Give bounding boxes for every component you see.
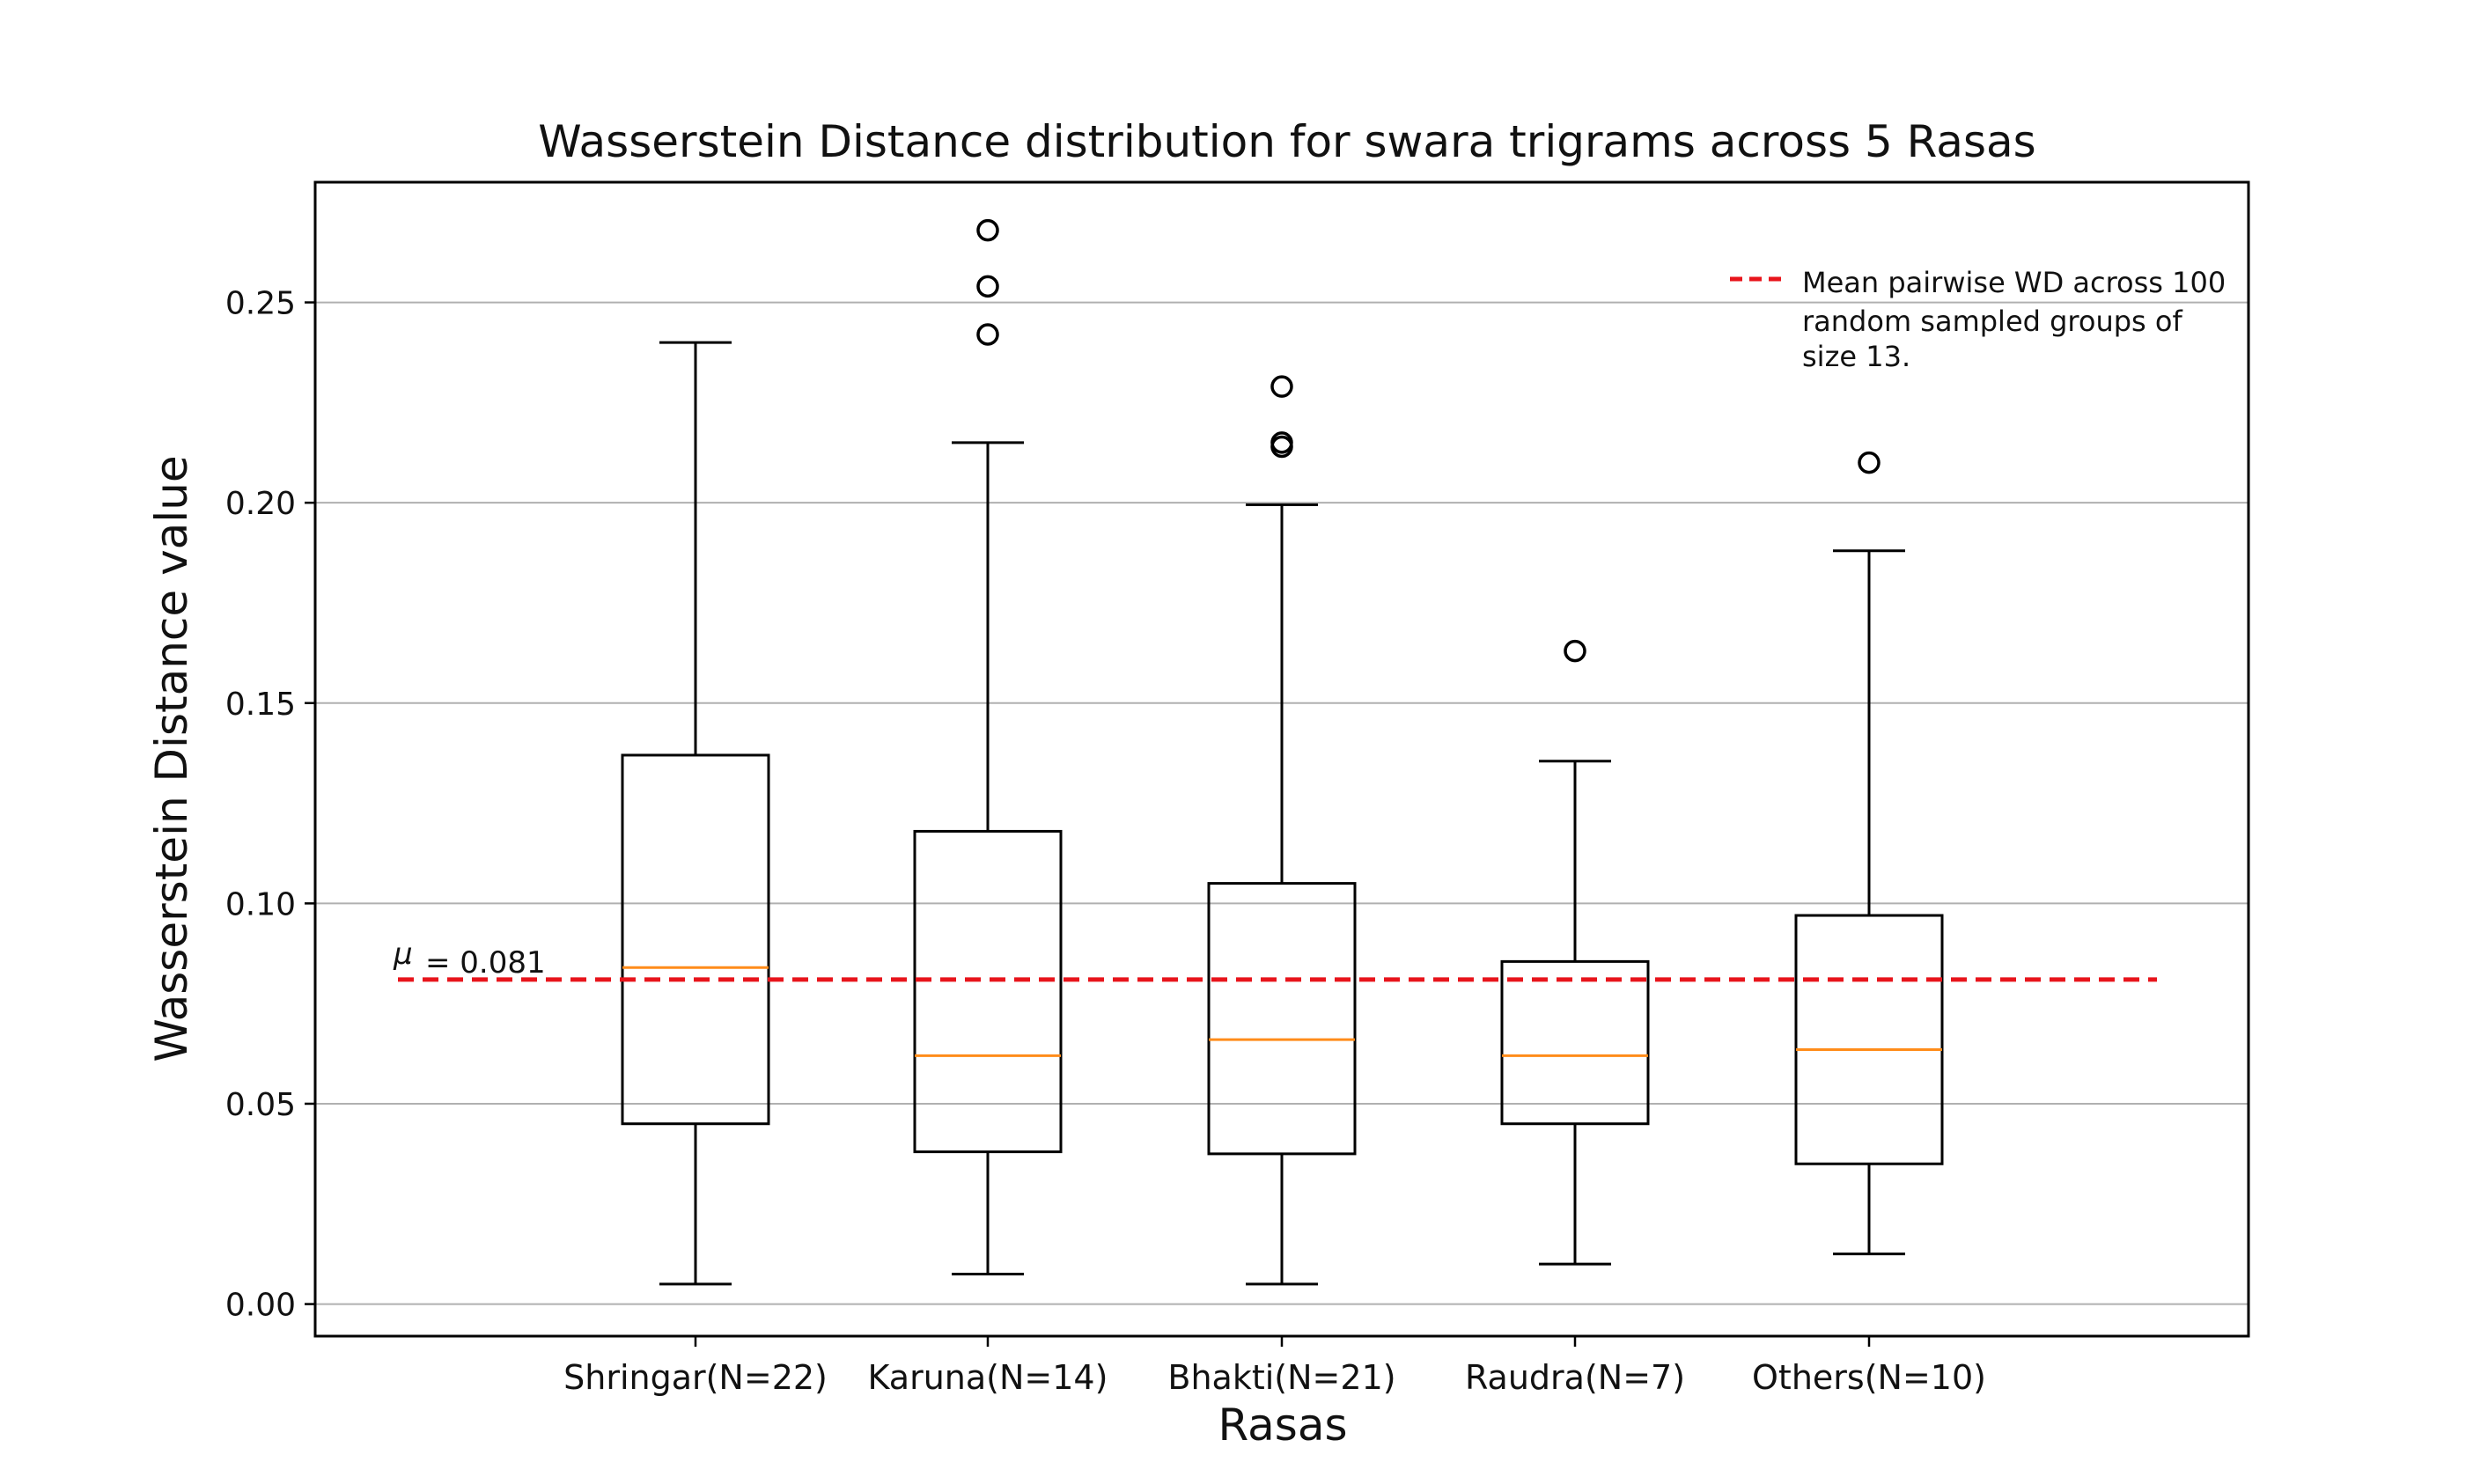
box-iqr [621, 753, 770, 1126]
outlier-point [1858, 451, 1881, 474]
box-iqr [1794, 914, 1944, 1165]
mean-value-label: = 0.081 [425, 945, 546, 981]
box-3 [1207, 375, 1357, 1286]
y-tick-label: 0.25 [225, 286, 296, 322]
mean-symbol: μ [393, 937, 413, 972]
x-axis-label: Rasas [1218, 1400, 1347, 1451]
legend-line-1: Mean pairwise WD across 100 [1802, 266, 2226, 299]
plot-frame [313, 180, 2250, 1338]
y-tick-label: 0.20 [225, 486, 296, 522]
outlier-point [976, 218, 999, 242]
x-tick-label: Shringar(N=22) [563, 1358, 828, 1397]
box-5 [1794, 451, 1944, 1256]
y-tick-label: 0.05 [225, 1087, 296, 1123]
chart-title: Wasserstein Distance distribution for sw… [538, 116, 2035, 167]
box-series [621, 218, 1944, 1286]
x-axis-ticks: Shringar(N=22) Karuna(N=14) Bhakti(N=21) Ra… [563, 1336, 1986, 1397]
outlier-point [976, 275, 999, 298]
x-tick-label: Raudra(N=7) [1465, 1358, 1685, 1397]
mean-reference: μ = 0.081 [393, 937, 2157, 982]
y-axis-label: Wasserstein Distance value [146, 455, 197, 1062]
x-tick-label: Karuna(N=14) [868, 1358, 1108, 1397]
box-4 [1500, 639, 1650, 1266]
box-iqr [1207, 882, 1357, 1156]
y-tick-label: 0.00 [225, 1288, 296, 1324]
x-tick-label: Bhakti(N=21) [1167, 1358, 1395, 1397]
outlier-point [1270, 375, 1293, 398]
box-iqr [1500, 959, 1650, 1126]
grid-lines [315, 301, 2249, 1305]
y-axis-ticks: 0.00 0.05 0.10 0.15 0.20 0.25 [225, 286, 315, 1324]
x-tick-label: Others(N=10) [1752, 1358, 1986, 1397]
box-1 [621, 341, 770, 1286]
legend-line-3: size 13. [1802, 340, 1910, 373]
box-2 [913, 218, 1063, 1275]
y-tick-label: 0.15 [225, 687, 296, 723]
legend-line-2: random sampled groups of [1802, 305, 2182, 338]
outlier-point [1270, 431, 1293, 454]
outlier-point [1564, 639, 1586, 663]
y-tick-label: 0.10 [225, 886, 296, 922]
legend: Mean pairwise WD across 100 random sampl… [1730, 266, 2226, 373]
box-iqr [913, 829, 1063, 1154]
outlier-point [976, 323, 999, 346]
